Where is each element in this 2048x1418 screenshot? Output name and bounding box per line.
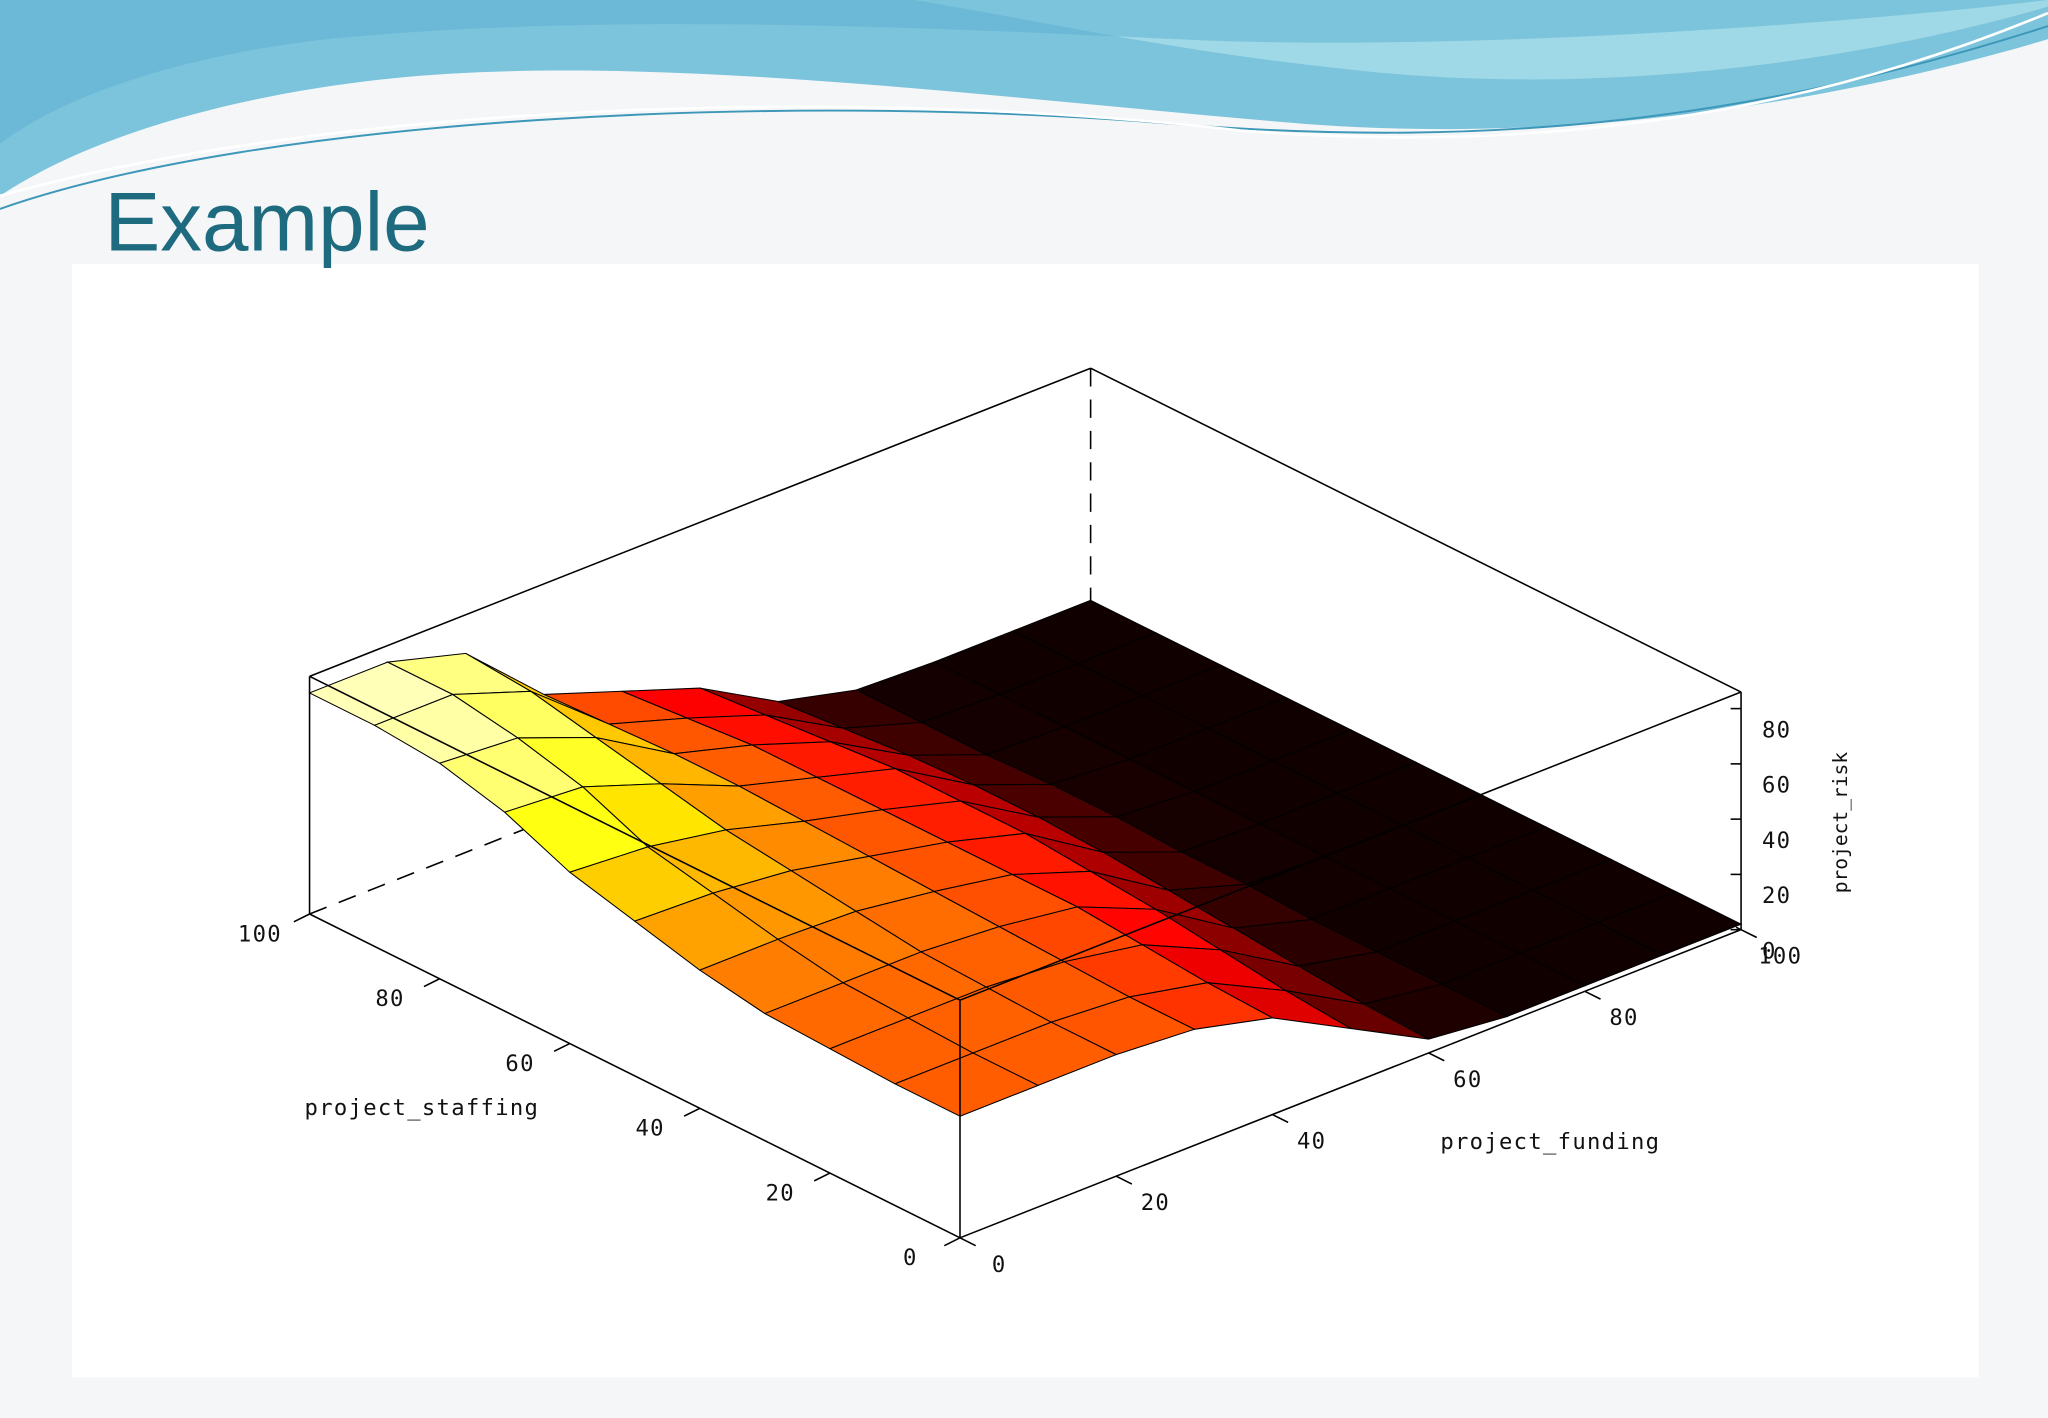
x-tick-label: 100 [1758, 944, 1802, 970]
x-axis-title: project_funding [1440, 1129, 1660, 1155]
surface-plot: 020406080100020406080100020406080project… [238, 367, 1852, 1278]
y-tick-label: 20 [766, 1180, 795, 1206]
x-tick [1115, 1175, 1133, 1185]
z-tick-label: 60 [1762, 773, 1791, 799]
y-tick [553, 1042, 571, 1053]
y-tick [423, 978, 440, 988]
x-tick [1740, 928, 1758, 939]
y-tick-label: 60 [505, 1051, 534, 1077]
y-tick [293, 913, 310, 923]
z-tick-label: 0 [1762, 938, 1777, 964]
z-tick-label: 80 [1762, 717, 1791, 743]
x-tick-label: 0 [992, 1252, 1007, 1278]
x-tick [1428, 1052, 1445, 1062]
x-tick-label: 60 [1453, 1067, 1482, 1093]
x-axis [959, 928, 1742, 1239]
header-line [0, 11, 2048, 198]
x-tick-label: 40 [1297, 1129, 1326, 1155]
surface-cell [893, 1052, 1040, 1117]
z-axis-title: project_risk [1829, 752, 1852, 894]
header-wave-dark [0, 0, 2048, 144]
y-tick [943, 1237, 961, 1247]
box-edge [1090, 367, 1742, 693]
y-tick-label: 40 [636, 1116, 665, 1142]
slide-title: Example [104, 175, 429, 269]
box-edge [959, 691, 1742, 1001]
x-tick [959, 1237, 977, 1247]
y-axis-title: project_staffing [305, 1095, 540, 1121]
z-tick-label: 40 [1762, 828, 1791, 854]
y-tick [683, 1107, 701, 1117]
x-tick-label: 20 [1141, 1190, 1170, 1216]
y-axis [309, 913, 961, 1239]
x-tick [1272, 1113, 1289, 1124]
x-tick [1584, 990, 1601, 1000]
y-tick-label: 0 [903, 1245, 918, 1271]
y-tick-label: 80 [375, 986, 404, 1012]
box-edge [309, 367, 1091, 678]
y-tick-label: 100 [238, 921, 282, 947]
x-tick-label: 80 [1609, 1005, 1638, 1031]
y-tick [813, 1172, 831, 1182]
z-tick-label: 20 [1762, 883, 1791, 909]
box-edge [309, 675, 961, 1001]
